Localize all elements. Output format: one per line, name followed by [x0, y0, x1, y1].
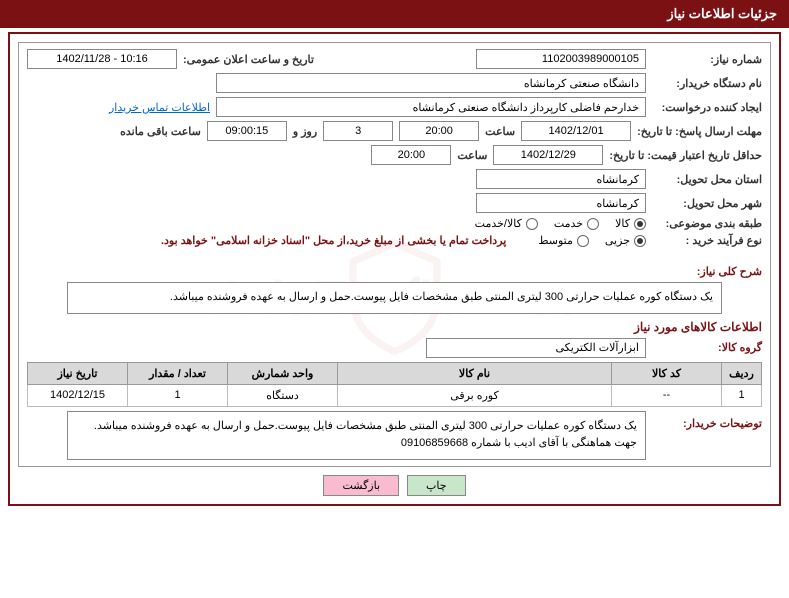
- cell-qty: 1: [128, 384, 228, 406]
- desc-box: یک دستگاه کوره عملیات حرارتی 300 لیتری ا…: [67, 282, 722, 314]
- label-category: طبقه بندی موضوعی:: [652, 217, 762, 230]
- cell-unit: دستگاه: [228, 384, 338, 406]
- field-validity-time: 20:00: [371, 145, 451, 165]
- items-section-title: اطلاعات کالاهای مورد نیاز: [27, 320, 762, 334]
- label-buyer-org: نام دستگاه خریدار:: [652, 77, 762, 90]
- field-group: ابزارآلات الکتریکی: [426, 338, 646, 358]
- row-category: طبقه بندی موضوعی: کالا خدمت کالا/خدمت: [27, 217, 762, 230]
- field-announce: 1402/11/28 - 10:16: [27, 49, 177, 69]
- radio-dot-icon: [634, 218, 646, 230]
- label-validity: حداقل تاریخ اعتبار قیمت: تا تاریخ:: [609, 149, 762, 162]
- back-button[interactable]: بازگشت: [323, 475, 399, 496]
- th-row: ردیف: [722, 362, 762, 384]
- label-hour2: ساعت: [457, 149, 487, 162]
- label-requester: ایجاد کننده درخواست:: [652, 101, 762, 114]
- cell-name: کوره برقی: [338, 384, 612, 406]
- print-button[interactable]: چاپ: [407, 475, 466, 496]
- table-row: 1 -- کوره برقی دستگاه 1 1402/12/15: [28, 384, 762, 406]
- field-days-left: 3: [323, 121, 393, 141]
- th-code: کد کالا: [612, 362, 722, 384]
- radio-dot-icon: [587, 218, 599, 230]
- label-buyer-notes: توضیحات خریدار:: [652, 411, 762, 430]
- cell-row: 1: [722, 384, 762, 406]
- label-deadline: مهلت ارسال پاسخ: تا تاریخ:: [637, 125, 762, 138]
- radio-dot-icon: [526, 218, 538, 230]
- label-city: شهر محل تحویل:: [652, 197, 762, 210]
- label-day-and: روز و: [293, 125, 317, 138]
- field-deadline-date: 1402/12/01: [521, 121, 631, 141]
- process-radio-group: جزیی متوسط: [538, 234, 646, 247]
- label-hour1: ساعت: [485, 125, 515, 138]
- button-row: چاپ بازگشت: [10, 475, 779, 496]
- cell-code: --: [612, 384, 722, 406]
- inner-content: شماره نیاز: 1102003989000105 تاریخ و ساع…: [18, 42, 771, 467]
- field-time-left: 09:00:15: [207, 121, 287, 141]
- th-date: تاریخ نیاز: [28, 362, 128, 384]
- row-province: استان محل تحویل: کرمانشاه: [27, 169, 762, 189]
- buyer-notes-box: یک دستگاه کوره عملیات حرارتی 300 لیتری ا…: [67, 411, 646, 460]
- buyer-contact-link[interactable]: اطلاعات تماس خریدار: [109, 101, 210, 114]
- field-deadline-time: 20:00: [399, 121, 479, 141]
- row-group: گروه کالا: ابزارآلات الکتریکی: [27, 338, 762, 358]
- label-process: نوع فرآیند خرید :: [652, 234, 762, 247]
- field-validity-date: 1402/12/29: [493, 145, 603, 165]
- field-province: کرمانشاه: [476, 169, 646, 189]
- panel-header: جزئیات اطلاعات نیاز: [0, 0, 789, 28]
- table-header-row: ردیف کد کالا نام کالا واحد شمارش تعداد /…: [28, 362, 762, 384]
- panel-title: جزئیات اطلاعات نیاز: [667, 6, 777, 21]
- label-req-no: شماره نیاز:: [652, 53, 762, 66]
- row-process: نوع فرآیند خرید : جزیی متوسط پرداخت تمام…: [27, 234, 762, 247]
- payment-note: پرداخت تمام یا بخشی از مبلغ خرید،از محل …: [161, 234, 506, 247]
- radio-partial[interactable]: جزیی: [605, 234, 646, 247]
- label-announce: تاریخ و ساعت اعلان عمومی:: [183, 53, 314, 66]
- row-city: شهر محل تحویل: کرمانشاه: [27, 193, 762, 213]
- th-qty: تعداد / مقدار: [128, 362, 228, 384]
- radio-service[interactable]: خدمت: [554, 217, 599, 230]
- label-province: استان محل تحویل:: [652, 173, 762, 186]
- label-group: گروه کالا:: [652, 341, 762, 354]
- th-name: نام کالا: [338, 362, 612, 384]
- field-requester: خدارحم فاضلی کارپرداز دانشگاه صنعتی کرما…: [216, 97, 646, 117]
- field-req-no: 1102003989000105: [476, 49, 646, 69]
- row-validity: حداقل تاریخ اعتبار قیمت: تا تاریخ: 1402/…: [27, 145, 762, 165]
- radio-dot-icon: [634, 235, 646, 247]
- radio-medium[interactable]: متوسط: [538, 234, 589, 247]
- row-requester: ایجاد کننده درخواست: خدارحم فاضلی کارپرد…: [27, 97, 762, 117]
- row-buyer-org: نام دستگاه خریدار: دانشگاه صنعتی کرمانشا…: [27, 73, 762, 93]
- row-deadline: مهلت ارسال پاسخ: تا تاریخ: 1402/12/01 سا…: [27, 121, 762, 141]
- row-req-no: شماره نیاز: 1102003989000105 تاریخ و ساع…: [27, 49, 762, 69]
- row-desc: شرح کلی نیاز:: [27, 265, 762, 278]
- field-city: کرمانشاه: [476, 193, 646, 213]
- label-remaining: ساعت باقی مانده: [120, 125, 201, 138]
- row-buyer-notes: توضیحات خریدار: یک دستگاه کوره عملیات حر…: [27, 411, 762, 460]
- outer-frame: شماره نیاز: 1102003989000105 تاریخ و ساع…: [8, 32, 781, 506]
- cell-date: 1402/12/15: [28, 384, 128, 406]
- radio-dot-icon: [577, 235, 589, 247]
- radio-both[interactable]: کالا/خدمت: [475, 217, 538, 230]
- label-desc: شرح کلی نیاز:: [652, 265, 762, 278]
- th-unit: واحد شمارش: [228, 362, 338, 384]
- category-radio-group: کالا خدمت کالا/خدمت: [475, 217, 646, 230]
- items-table: ردیف کد کالا نام کالا واحد شمارش تعداد /…: [27, 362, 762, 407]
- field-buyer-org: دانشگاه صنعتی کرمانشاه: [216, 73, 646, 93]
- radio-goods[interactable]: کالا: [615, 217, 646, 230]
